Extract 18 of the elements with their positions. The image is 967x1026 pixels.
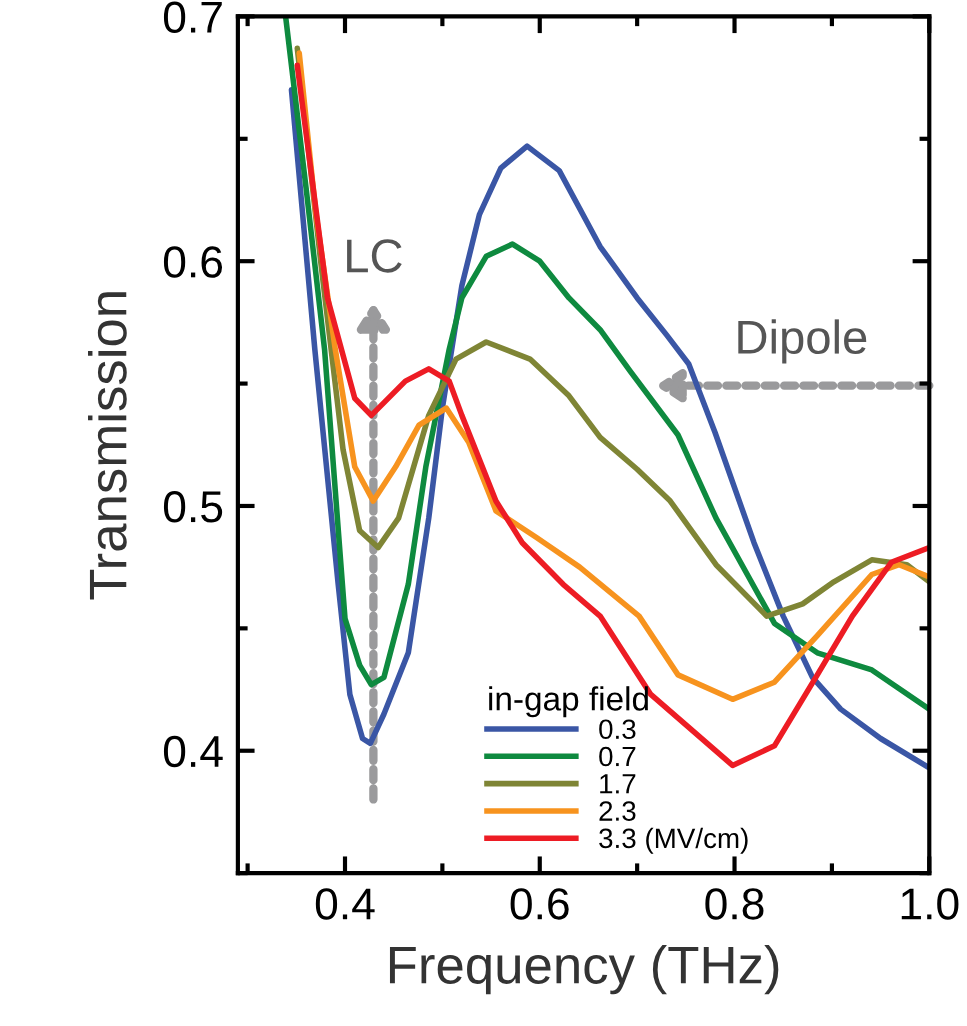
y-tick-label: 0.5 (163, 491, 223, 523)
x-axis-title: Frequency (THz) (389, 945, 779, 995)
legend-label: 3.3 (MV/cm) (599, 827, 748, 854)
y-tick-label: 0.7 (163, 1, 222, 33)
y-axis-title: Transmission (88, 292, 127, 600)
x-tick-label: 0.8 (705, 888, 764, 920)
legend-label: 1.7 (600, 774, 636, 794)
legend-label: 0.3 (599, 719, 636, 740)
annotation: LC (347, 239, 402, 273)
legend-label: 2.3 (599, 801, 636, 821)
y-tick-label: 0.4 (163, 735, 223, 768)
x-tick-label: 1.0 (901, 888, 959, 920)
legend-label: 0.7 (599, 746, 636, 767)
x-tick-label: 0.4 (315, 888, 375, 920)
annotation: Dipole (738, 319, 867, 364)
y-tick-label: 0.6 (163, 246, 223, 278)
legend-title: in-gap field (489, 686, 648, 718)
x-tick-label: 0.6 (510, 888, 569, 920)
